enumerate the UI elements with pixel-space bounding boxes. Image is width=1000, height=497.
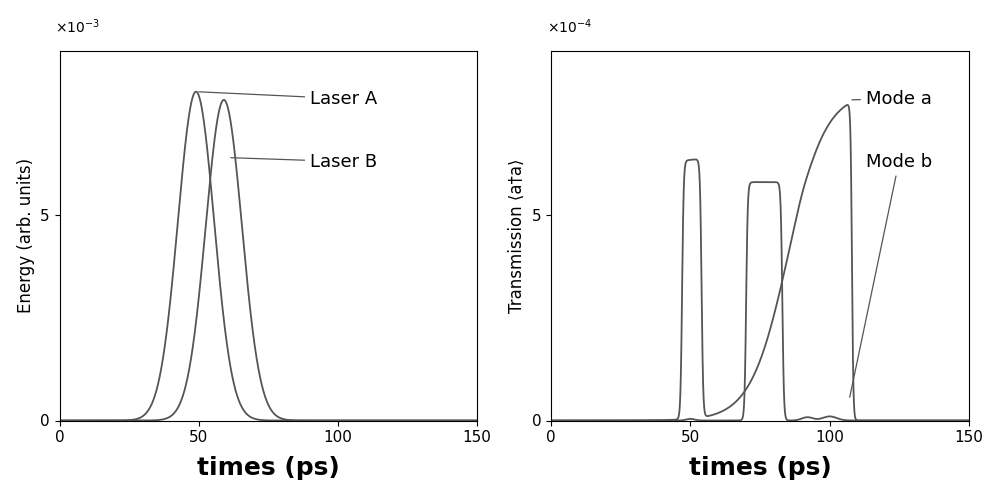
Text: Mode a: Mode a — [852, 89, 932, 108]
Text: $\times10^{-4}$: $\times10^{-4}$ — [547, 17, 592, 36]
Y-axis label: Transmission ⟨a†a⟩: Transmission ⟨a†a⟩ — [508, 158, 526, 313]
Text: $\times10^{-3}$: $\times10^{-3}$ — [55, 17, 100, 36]
X-axis label: times (ps): times (ps) — [197, 456, 340, 480]
Text: Mode b: Mode b — [850, 153, 932, 397]
Y-axis label: Energy (arb. units): Energy (arb. units) — [17, 158, 35, 313]
Text: Laser A: Laser A — [199, 89, 377, 108]
X-axis label: times (ps): times (ps) — [689, 456, 831, 480]
Text: Laser B: Laser B — [231, 153, 377, 170]
